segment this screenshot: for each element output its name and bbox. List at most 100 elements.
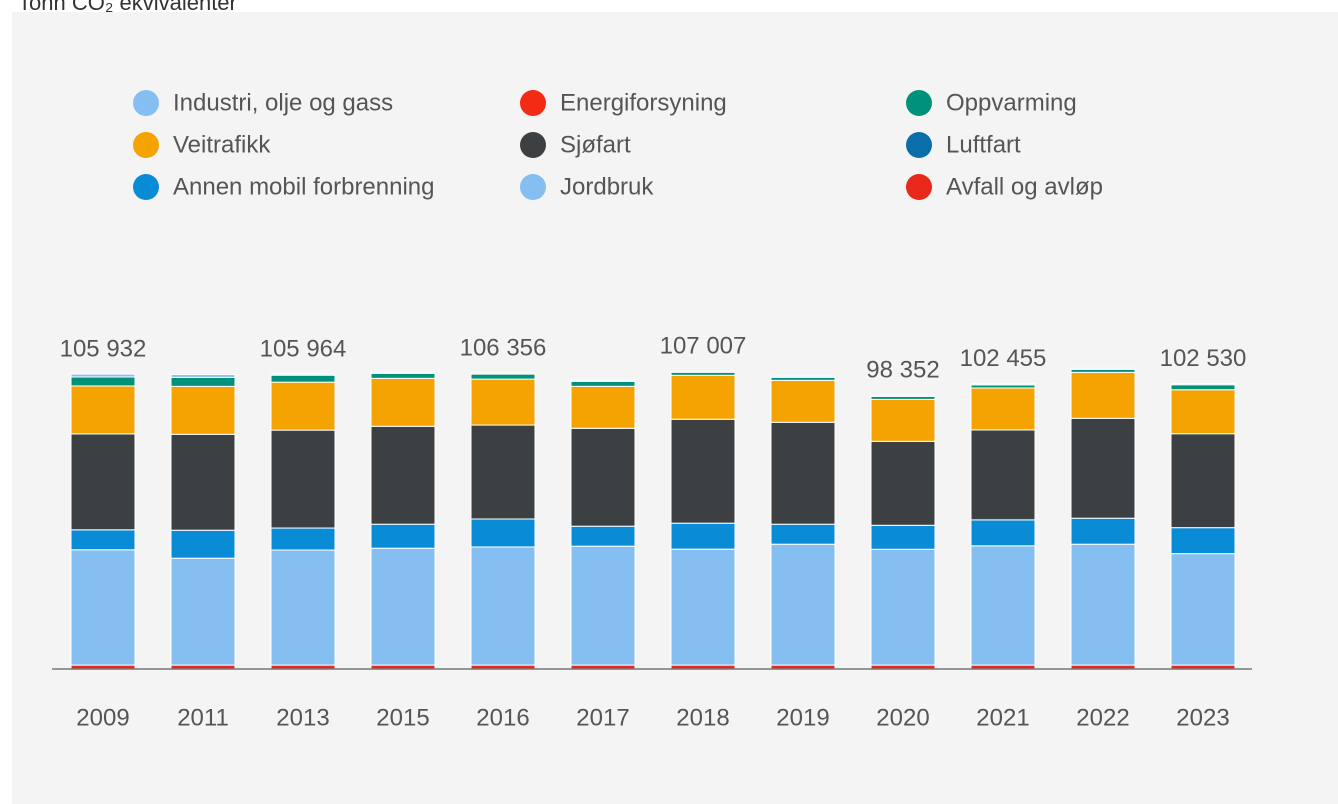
total-label: 102 530 bbox=[1160, 345, 1247, 372]
legend-marker bbox=[906, 174, 932, 200]
bar-segment bbox=[170, 433, 236, 531]
bar-segment bbox=[870, 440, 936, 526]
bar-segment bbox=[170, 529, 236, 559]
bar-segment bbox=[270, 374, 336, 383]
x-tick-label: 2016 bbox=[476, 704, 529, 731]
total-label: 102 455 bbox=[960, 345, 1047, 372]
bar-segment bbox=[770, 375, 836, 378]
bar-segment bbox=[1170, 384, 1236, 391]
total-label: 98 352 bbox=[866, 357, 939, 384]
bar-segment bbox=[70, 433, 136, 531]
bar-segment bbox=[970, 387, 1036, 431]
legend-marker bbox=[906, 90, 932, 116]
bar-segment bbox=[370, 372, 436, 379]
bar-segment bbox=[470, 372, 536, 375]
legend-marker bbox=[520, 174, 546, 200]
bar-segment bbox=[770, 379, 836, 423]
x-tick-label: 2011 bbox=[177, 704, 229, 731]
bar-segment bbox=[1070, 371, 1136, 419]
legend-label: Veitrafikk bbox=[173, 131, 271, 158]
bar-segment bbox=[70, 376, 136, 387]
legend-label: Energiforsyning bbox=[560, 89, 727, 116]
bar-segment bbox=[270, 429, 336, 529]
x-tick-label: 2021 bbox=[976, 704, 1029, 731]
legend-marker bbox=[133, 132, 159, 158]
bar-segment bbox=[70, 529, 136, 551]
bar-segment bbox=[70, 549, 136, 666]
bar-segment bbox=[970, 545, 1036, 666]
bar-segment bbox=[770, 523, 836, 545]
bar-segment bbox=[170, 385, 236, 435]
bar-segment bbox=[870, 548, 936, 666]
bar-segment bbox=[370, 523, 436, 549]
bar-segment bbox=[570, 379, 636, 382]
bar-segment bbox=[270, 527, 336, 551]
total-label: 105 932 bbox=[60, 335, 147, 362]
bar-segment bbox=[770, 421, 836, 525]
bar-segment bbox=[370, 377, 436, 427]
bar-segment bbox=[670, 522, 736, 550]
bar-segment bbox=[1170, 527, 1236, 555]
total-label: 105 964 bbox=[260, 335, 347, 362]
legend-label: Annen mobil forbrenning bbox=[173, 173, 435, 200]
legend-label: Jordbruk bbox=[560, 173, 654, 200]
bar-segment bbox=[970, 429, 1036, 521]
bar-segment bbox=[1170, 389, 1236, 435]
chart-subtitle: Tonn CO₂ ekvivalenter bbox=[18, 0, 237, 15]
total-label: 106 356 bbox=[460, 334, 547, 361]
total-label: 107 007 bbox=[660, 333, 747, 360]
bar-segment bbox=[170, 376, 236, 387]
bar-segment bbox=[1070, 417, 1136, 519]
bar-segment bbox=[470, 378, 536, 426]
bar-segment bbox=[1070, 543, 1136, 666]
legend-marker bbox=[520, 90, 546, 116]
bar-segment bbox=[870, 524, 936, 550]
x-tick-label: 2023 bbox=[1176, 704, 1229, 731]
bar-segment bbox=[170, 557, 236, 666]
bar-segment bbox=[1070, 517, 1136, 545]
x-tick-label: 2015 bbox=[376, 704, 429, 731]
legend-label: Industri, olje og gass bbox=[173, 89, 393, 116]
x-tick-label: 2013 bbox=[276, 704, 329, 731]
bar-segment bbox=[70, 373, 136, 378]
x-tick-label: 2018 bbox=[676, 704, 729, 731]
bar-segment bbox=[570, 385, 636, 429]
x-tick-label: 2017 bbox=[576, 704, 629, 731]
bar-segment bbox=[670, 370, 736, 373]
bar-segment bbox=[670, 548, 736, 666]
bar-segment bbox=[970, 383, 1036, 386]
legend-label: Sjøfart bbox=[560, 131, 631, 158]
bar-segment bbox=[470, 546, 536, 666]
bar-segment bbox=[1170, 433, 1236, 529]
bar-segment bbox=[370, 371, 436, 374]
bar-segment bbox=[470, 373, 536, 380]
legend-marker bbox=[906, 132, 932, 158]
legend-marker bbox=[520, 132, 546, 158]
bar-segment bbox=[870, 394, 936, 397]
legend-marker bbox=[133, 174, 159, 200]
bar-segment bbox=[770, 543, 836, 666]
legend-marker bbox=[133, 90, 159, 116]
bar-segment bbox=[570, 525, 636, 547]
bar-segment bbox=[570, 427, 636, 527]
bar-segment bbox=[570, 545, 636, 666]
bar-segment bbox=[670, 418, 736, 524]
x-tick-label: 2009 bbox=[76, 704, 129, 731]
bar-segment bbox=[1170, 553, 1236, 666]
bar-segment bbox=[70, 385, 136, 435]
bar-segment bbox=[670, 374, 736, 420]
bar-segment bbox=[370, 425, 436, 525]
bar-segment bbox=[270, 381, 336, 431]
bar-segment bbox=[1170, 383, 1236, 386]
bar-segment bbox=[970, 519, 1036, 547]
bar-segment bbox=[370, 547, 436, 666]
x-tick-label: 2019 bbox=[776, 704, 829, 731]
bar-segment bbox=[1070, 367, 1136, 370]
bar-segment bbox=[570, 380, 636, 387]
bar-segment bbox=[170, 374, 236, 378]
bar-segment bbox=[470, 424, 536, 520]
bar-segment bbox=[270, 549, 336, 666]
bar-segment bbox=[470, 518, 536, 548]
